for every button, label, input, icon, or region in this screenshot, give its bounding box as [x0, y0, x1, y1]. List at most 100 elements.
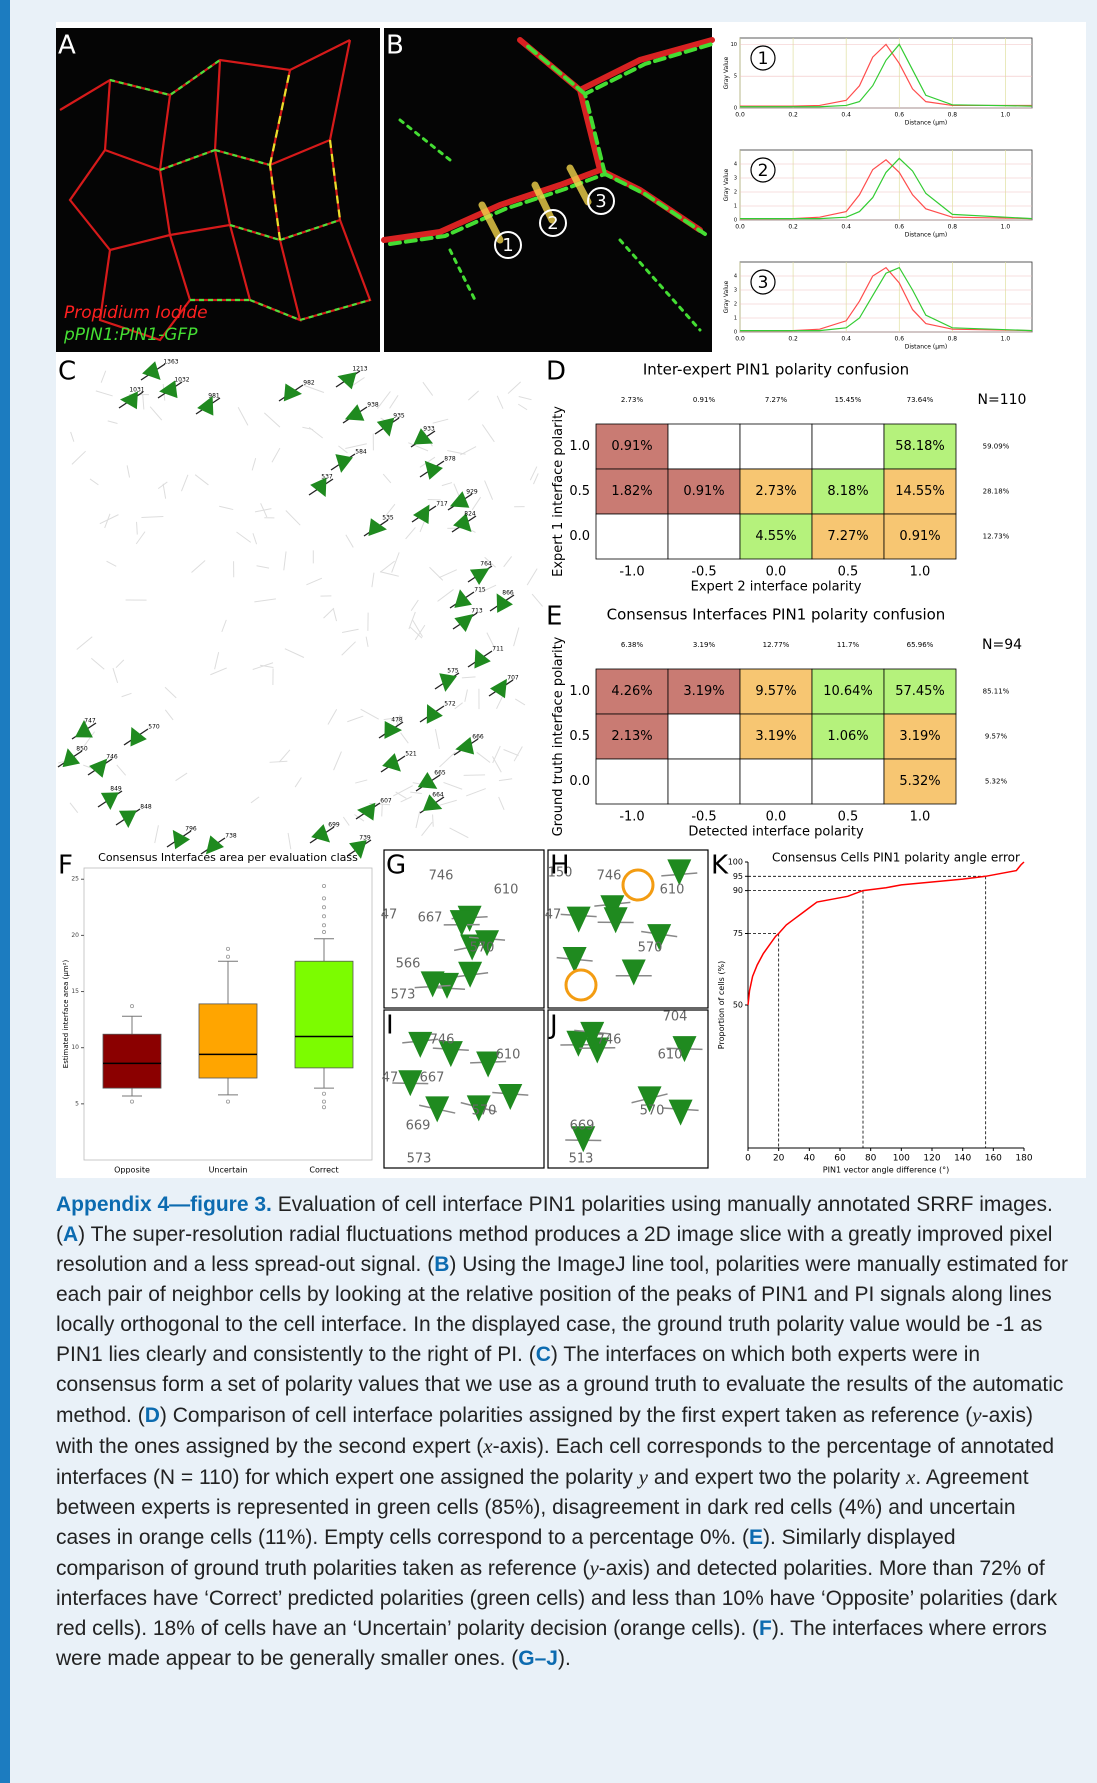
interface-label: 933 — [423, 426, 435, 433]
y-tick-label: 25 — [71, 876, 79, 883]
y-tick-label: 0 — [734, 218, 737, 224]
y-axis-label: Gray Value — [723, 280, 730, 313]
interface-label: 573 — [391, 988, 416, 1003]
interface-label: 537 — [321, 474, 333, 481]
x-tick-label: 0.2 — [788, 112, 798, 119]
x-tick-label: 0.8 — [948, 112, 958, 119]
interface-label: 667 — [418, 911, 443, 926]
panel-letter: H — [550, 851, 570, 881]
x-tick-label: 100 — [893, 1154, 910, 1164]
y-tick-label: 5 — [75, 1100, 79, 1107]
y-tick-label: 50 — [733, 1001, 743, 1010]
interface-label: 570 — [470, 941, 495, 956]
x-tick-label: 60 — [834, 1154, 846, 1164]
cell-value: 10.64% — [823, 684, 873, 699]
interface-label: 866 — [502, 590, 514, 597]
interface-label: 47 — [381, 908, 398, 923]
x-tick-label: 0.6 — [894, 224, 904, 231]
caption-ref: B — [434, 1253, 449, 1276]
x-axis-label: Detected interface polarity — [688, 825, 864, 840]
y-axis-label: Proportion of cells (%) — [717, 961, 726, 1049]
interface-label: 1031 — [129, 387, 144, 394]
interface-label: 981 — [208, 393, 220, 400]
panel-letter: C — [58, 357, 76, 387]
caption-var: x — [906, 1465, 915, 1489]
x-tick-label: 1.0 — [1001, 112, 1011, 119]
interface-label: 746 — [597, 869, 622, 884]
marker-label: 1 — [502, 235, 513, 256]
interface-label: 935 — [393, 413, 405, 420]
plot-frame — [740, 38, 1032, 108]
cell-value: 1.06% — [827, 729, 868, 744]
interface-label: 707 — [507, 675, 519, 682]
caption-var: y — [639, 1465, 648, 1489]
y-tick-label: 0.0 — [569, 529, 590, 544]
column-total: 73.64% — [907, 396, 934, 404]
interface-label: 746 — [429, 869, 454, 884]
caption-ref: F — [759, 1617, 772, 1640]
interface-label: 878 — [444, 456, 456, 463]
marker-label: 2 — [547, 213, 558, 234]
y-tick-label: 0 — [734, 330, 737, 336]
y-tick-label: 5 — [734, 74, 737, 80]
panel-letter: B — [386, 31, 404, 61]
interface-label: 746 — [597, 1033, 622, 1048]
interface-label: 478 — [391, 717, 403, 724]
interface-label: 739 — [359, 835, 371, 842]
x-tick-label: 0.0 — [766, 810, 787, 825]
x-tick-label: Uncertain — [209, 1166, 248, 1175]
y-tick-label: 0.0 — [569, 774, 590, 789]
cell-value: 8.18% — [827, 484, 868, 499]
y-tick-label: 1.0 — [569, 684, 590, 699]
cell-value: 2.73% — [755, 484, 796, 499]
interface-label: 584 — [355, 449, 367, 456]
x-tick-label: 180 — [1015, 1154, 1032, 1164]
cell-value: 5.32% — [899, 774, 940, 789]
x-tick-label: 0.2 — [788, 336, 798, 343]
interface-label: 669 — [406, 1119, 431, 1134]
table-cell — [812, 759, 884, 804]
cell-value: 0.91% — [611, 439, 652, 454]
interface-label: 715 — [474, 587, 486, 594]
interface-label: 570 — [472, 1104, 497, 1119]
y-tick-label: 4 — [734, 274, 737, 280]
interface-label: 738 — [225, 833, 237, 840]
table-cell — [668, 514, 740, 559]
legend-gfp: pPIN1:PIN1-GFP — [63, 325, 198, 345]
column-total: 15.45% — [835, 396, 862, 404]
chart-title: Consensus Interfaces area per evaluation… — [98, 851, 358, 864]
x-tick-label: -0.5 — [691, 810, 716, 825]
cell-value: 14.55% — [895, 484, 945, 499]
interface-label: 666 — [472, 734, 484, 741]
panel-letter: A — [58, 31, 76, 61]
interface-label: 1032 — [174, 377, 189, 384]
cell-value: 0.91% — [683, 484, 724, 499]
x-tick-label: 120 — [923, 1154, 940, 1164]
chart-title: Consensus Cells PIN1 polarity angle erro… — [772, 851, 1020, 865]
interface-label: 746 — [106, 754, 118, 761]
marker-label: 2 — [758, 161, 769, 181]
x-tick-label: 0.6 — [894, 336, 904, 343]
y-tick-label: 75 — [733, 929, 743, 938]
y-axis-label: Gray Value — [723, 168, 730, 201]
x-tick-label: 0.0 — [735, 336, 745, 343]
x-tick-label: 0.5 — [838, 565, 859, 580]
caption-ref: E — [749, 1526, 763, 1549]
y-tick-label: 95 — [733, 872, 743, 881]
x-tick-label: Opposite — [114, 1166, 150, 1175]
column-total: 12.77% — [763, 641, 790, 649]
table-cell — [596, 514, 668, 559]
table-title: Inter-expert PIN1 polarity confusion — [643, 361, 909, 379]
y-axis-label: Gray Value — [723, 56, 730, 89]
x-axis-label: PIN1 vector angle difference (°) — [823, 1166, 949, 1175]
x-tick-label: 140 — [954, 1154, 971, 1164]
interface-label: 669 — [570, 1119, 595, 1134]
caption-text: and expert two the polarity — [648, 1466, 906, 1489]
table-cell — [812, 424, 884, 469]
cell-value: 2.13% — [611, 729, 652, 744]
y-tick-label: 10 — [71, 1044, 79, 1051]
x-tick-label: 1.0 — [1001, 224, 1011, 231]
table-title: Consensus Interfaces PIN1 polarity confu… — [607, 606, 946, 624]
y-tick-label: 20 — [71, 932, 79, 939]
caption-var: y — [972, 1403, 981, 1427]
